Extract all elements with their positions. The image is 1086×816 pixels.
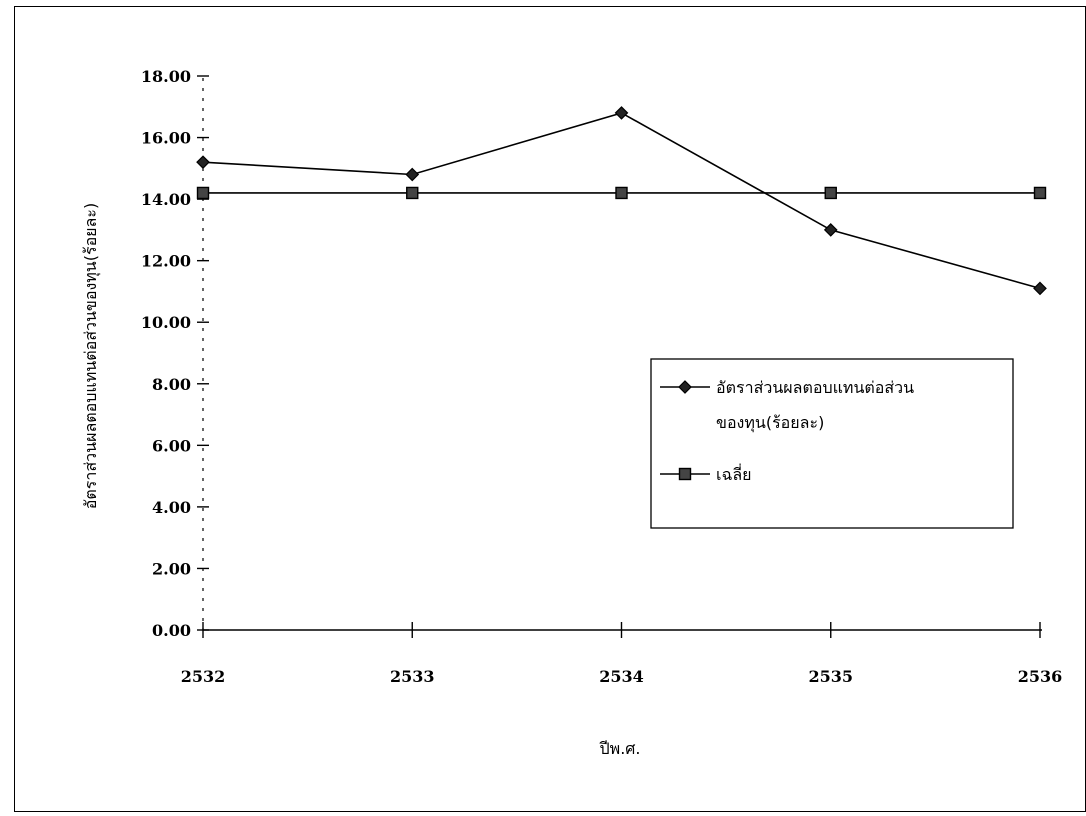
square-point (615, 186, 628, 200)
legend-label: เฉลี่ย (716, 463, 752, 484)
legend-label: อัตราส่วนผลตอบแทนต่อส่วน (716, 378, 914, 397)
diamond-point (405, 167, 420, 182)
series-2 (196, 186, 1047, 200)
diamond-point (614, 106, 629, 120)
series-line (202, 112, 1041, 290)
diamond-point (1033, 281, 1047, 296)
y-ticks: 0.00 2.00 4.00 6.00 8.00 10.00 12.00 14.00 16.00… (141, 67, 209, 640)
legend-swatch-marker (678, 467, 692, 481)
x-tick-label: 2534 (599, 667, 644, 686)
y-tick-label: 8.00 (152, 375, 191, 394)
x-axis-title: ปีพ.ศ. (599, 739, 640, 758)
x-tick-label: 2533 (390, 667, 435, 686)
x-tick-label: 2532 (181, 667, 226, 686)
legend-swatch-marker (678, 380, 692, 394)
y-tick-label: 4.00 (152, 498, 191, 517)
y-tick-label: 18.00 (141, 67, 191, 86)
legend-item-1: อัตราส่วนผลตอบแทนต่อส่วนของทุน(ร้อยละ) (660, 378, 914, 433)
y-axis-title: อัตราส่วนผลตอบแทนต่อส่วนของทุน(ร้อยละ) (81, 203, 101, 509)
y-tick-label: 6.00 (152, 436, 191, 455)
x-tick-label: 2535 (808, 667, 853, 686)
square-point (824, 186, 837, 200)
y-tick-label: 2.00 (152, 559, 191, 578)
series-layer (196, 106, 1047, 296)
square-point (406, 186, 419, 200)
y-tick-label: 14.00 (141, 190, 191, 209)
square-point (1033, 186, 1047, 200)
diamond-point (823, 223, 838, 237)
diamond-point (196, 155, 210, 170)
x-tick-label: 2536 (1018, 667, 1063, 686)
legend-label: ของทุน(ร้อยละ) (716, 413, 824, 433)
legend-item-2: เฉลี่ย (660, 463, 752, 484)
x-ticks: 2532 2533 2534 2535 2536 (181, 622, 1063, 686)
y-tick-label: 0.00 (152, 621, 191, 640)
y-tick-label: 10.00 (141, 313, 191, 332)
y-tick-label: 16.00 (141, 129, 191, 148)
y-tick-label: 12.00 (141, 252, 191, 271)
square-point (196, 186, 210, 200)
series-1 (196, 106, 1047, 296)
axes (202, 78, 1042, 632)
legend-items: อัตราส่วนผลตอบแทนต่อส่วนของทุน(ร้อยละ) เฉ… (660, 378, 914, 484)
legend: อัตราส่วนผลตอบแทนต่อส่วนของทุน(ร้อยละ) เฉ… (650, 358, 1014, 529)
legend-box (650, 358, 1014, 529)
